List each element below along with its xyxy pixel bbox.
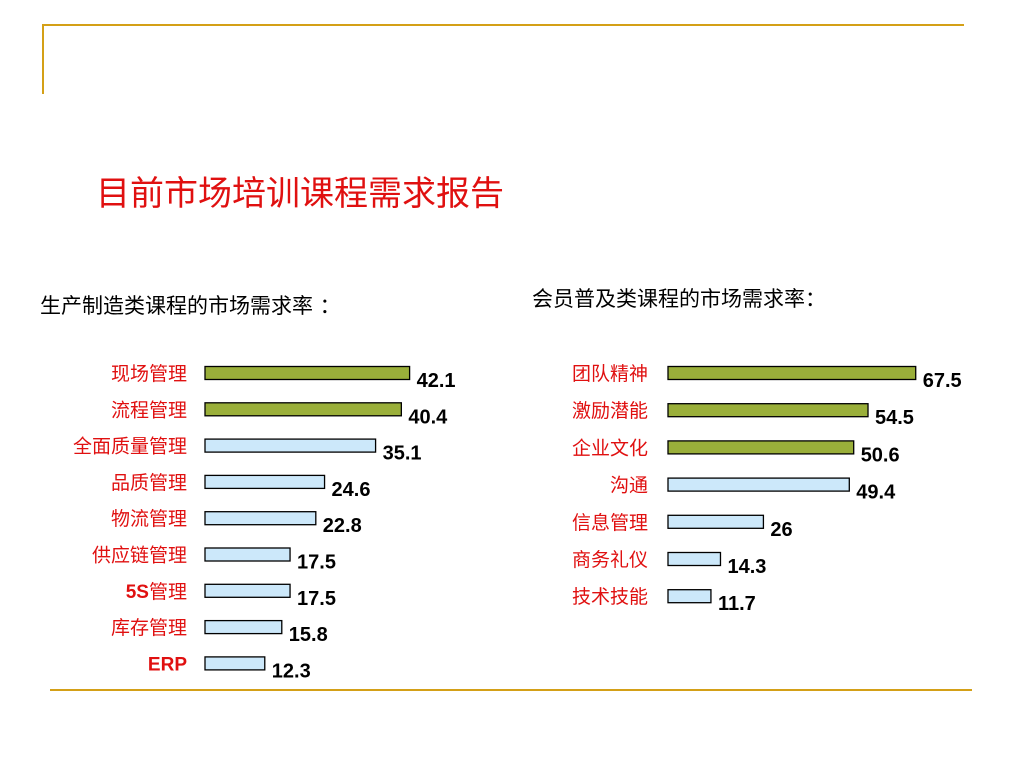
left-category-label: 全面质量管理: [73, 436, 187, 458]
bottom-decor-line: [50, 689, 972, 691]
right-category-label: 商务礼仪: [572, 549, 648, 571]
left-category-label: 流程管理: [111, 399, 187, 421]
left-bar: [204, 583, 291, 598]
left-category-label: 物流管理: [111, 508, 187, 530]
right-chart-title: 会员普及类课程的市场需求率：: [532, 287, 826, 311]
left-value-label: 35.1: [383, 443, 422, 465]
right-category-label: 企业文化: [572, 437, 648, 459]
left-category-label: 品质管理: [111, 472, 187, 494]
left-value-label: 22.8: [323, 515, 362, 537]
right-category-label: 技术技能: [572, 586, 648, 608]
left-chart-title: 生产制造类课程的市场需求率 ：: [40, 294, 341, 318]
right-bar: [667, 440, 855, 455]
left-category-label: 库存管理: [111, 617, 187, 639]
left-category-label: 供应链管理: [92, 545, 187, 567]
right-value-label: 49.4: [856, 482, 896, 504]
left-category-label: 现场管理: [111, 363, 187, 385]
right-bar: [667, 403, 869, 418]
left-bar: [204, 402, 402, 417]
left-value-label: 17.5: [297, 588, 336, 610]
right-bar: [667, 551, 722, 567]
left-value-label: 40.4: [408, 406, 448, 428]
top-decor-line: [42, 24, 964, 26]
left-bar: [204, 619, 283, 635]
right-bar: [667, 514, 765, 529]
right-category-label: 激励潜能: [572, 400, 648, 422]
right-bar: [667, 589, 712, 604]
right-category-label: 团队精神: [572, 363, 648, 385]
right-value-label: 14.3: [727, 556, 766, 578]
left-bar-chart: 现场管理 42.1 流程管理 40.4 全面质量管理 35.1 品质管理 24.6 物流管理 22…: [73, 363, 456, 682]
left-bar: [204, 438, 377, 453]
right-value-label: 67.5: [923, 370, 962, 392]
page-title: 目前市场培训课程需求报告: [96, 174, 504, 214]
left-category-label: 5S管理: [126, 581, 187, 603]
right-bar: [667, 477, 850, 492]
left-bar: [204, 511, 317, 526]
right-bar-chart: 团队精神 67.5 激励潜能 54.5 企业文化 50.6 沟通 49.4 信息管理 26 商务礼仪…: [572, 363, 962, 615]
right-value-label: 26: [770, 519, 792, 541]
left-bar: [204, 656, 266, 671]
right-bar: [667, 365, 917, 381]
right-category-label: 沟通: [610, 475, 648, 497]
left-value-label: 17.5: [297, 552, 336, 574]
left-value-label: 15.8: [289, 624, 328, 646]
left-bar: [204, 365, 411, 381]
right-value-label: 54.5: [875, 407, 914, 429]
left-bar: [204, 547, 291, 562]
left-value-label: 42.1: [417, 370, 456, 392]
left-value-label: 24.6: [332, 479, 371, 501]
left-bar: [204, 474, 326, 490]
right-value-label: 50.6: [861, 444, 900, 466]
right-category-label: 信息管理: [572, 512, 648, 534]
left-value-label: 12.3: [272, 660, 311, 682]
left-decor-line: [42, 24, 44, 94]
right-value-label: 11.7: [718, 593, 756, 615]
left-category-label: ERP: [148, 654, 187, 675]
